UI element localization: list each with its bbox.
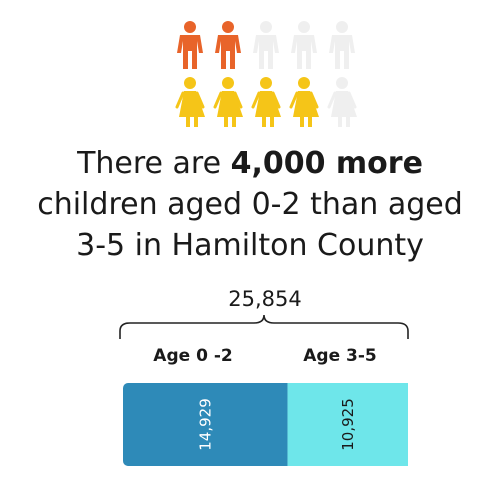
boy-icon: [329, 21, 355, 69]
bar-age-3-5: [287, 383, 408, 466]
boy-icon: [215, 21, 241, 69]
girl-icon: [327, 77, 357, 127]
total-label: 25,854: [228, 287, 302, 311]
pictogram: [175, 21, 357, 127]
boy-icon: [253, 21, 279, 69]
headline-line-2: children aged 0-2 than aged: [37, 187, 463, 222]
headline-line-1: There are 4,000 more: [0, 143, 500, 184]
headline-pre: There are: [77, 146, 231, 181]
boy-icon: [177, 21, 203, 69]
category-label-age-3-5: Age 3-5: [303, 346, 377, 366]
girl-icon: [289, 77, 319, 127]
bar-value-label: 10,925: [339, 398, 357, 451]
category-label-age-0-2: Age 0 -2: [153, 346, 233, 366]
total-brace: [119, 314, 409, 339]
bar-value-label: 14,929: [196, 398, 214, 451]
boy-icon: [291, 21, 317, 69]
girl-icon: [213, 77, 243, 127]
headline-bold: 4,000 more: [230, 146, 423, 181]
headline: There are 4,000 more children aged 0-2 t…: [0, 143, 500, 266]
girl-icon: [251, 77, 281, 127]
headline-line-3: 3-5 in Hamilton County: [76, 228, 424, 263]
bar-age-0-2: [123, 383, 288, 466]
girl-icon: [175, 77, 205, 127]
